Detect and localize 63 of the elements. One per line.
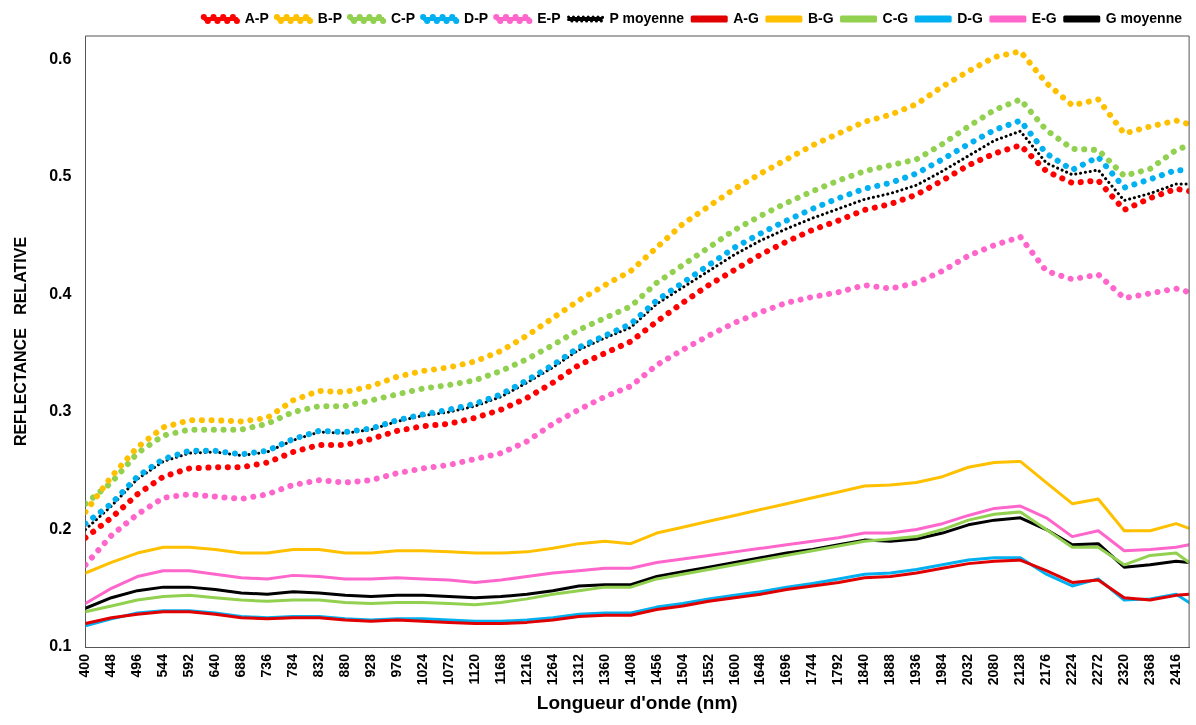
x-tick-label: 1648	[751, 653, 768, 686]
y-tick-label: 0.6	[49, 49, 72, 67]
y-tick-label: 0.5	[49, 167, 72, 185]
x-tick-label: 1312	[569, 653, 586, 686]
x-tick-label: 2368	[1141, 653, 1158, 686]
legend-label: A-P	[244, 9, 269, 26]
x-tick-label: 496	[128, 653, 145, 678]
x-tick-label: 928	[361, 653, 378, 678]
legend-label: E-G	[1031, 9, 1057, 26]
legend-label: B-G	[807, 9, 834, 26]
y-axis-title: REFLECTANCE RELATIVE	[12, 236, 30, 447]
x-tick-label: 400	[76, 653, 93, 678]
legend-label: C-G	[882, 9, 909, 26]
x-tick-label: 1408	[621, 653, 638, 686]
x-tick-label: 1744	[803, 653, 820, 686]
x-tick-label: 976	[387, 653, 404, 678]
x-tick-label: 2032	[959, 653, 976, 686]
x-tick-label: 1792	[829, 653, 846, 686]
legend-label: C-P	[390, 9, 416, 26]
x-tick-label: 1888	[881, 653, 898, 686]
x-axis-title: Longueur d'onde (nm)	[536, 691, 738, 713]
x-tick-label: 1072	[439, 653, 456, 686]
legend-label: E-P	[537, 9, 561, 26]
x-tick-label: 1696	[777, 653, 794, 686]
x-tick-label: 1840	[855, 653, 872, 686]
x-tick-label: 2128	[1011, 653, 1028, 686]
x-tick-label: 1120	[465, 653, 482, 685]
legend-label: D-P	[464, 9, 489, 26]
x-tick-label: 2176	[1037, 653, 1054, 686]
x-tick-label: 784	[284, 653, 301, 678]
x-tick-label: 1456	[647, 653, 664, 686]
x-tick-label: 1024	[413, 653, 430, 686]
x-tick-label: 640	[206, 653, 223, 678]
x-tick-label: 1360	[595, 653, 612, 686]
x-tick-label: 832	[310, 653, 327, 678]
x-tick-label: 1504	[673, 653, 690, 686]
x-tick-label: 736	[258, 653, 275, 678]
legend-label: B-P	[317, 9, 342, 26]
legend-label: P moyenne	[609, 9, 685, 26]
x-tick-label: 1552	[699, 653, 716, 686]
x-tick-label: 1936	[907, 653, 924, 686]
y-tick-label: 0.4	[49, 284, 72, 302]
legend-label: G moyenne	[1105, 9, 1183, 26]
legend-label: A-G	[733, 9, 759, 26]
y-tick-label: 0.1	[49, 637, 72, 655]
x-tick-label: 1168	[491, 653, 508, 685]
x-tick-label: 1216	[517, 653, 534, 686]
x-tick-label: 2416	[1166, 653, 1183, 686]
x-tick-label: 2272	[1089, 653, 1106, 686]
x-tick-label: 1600	[725, 653, 742, 686]
x-tick-label: 1264	[543, 653, 560, 686]
x-tick-label: 880	[335, 653, 352, 678]
x-tick-label: 2080	[985, 653, 1002, 686]
y-tick-label: 0.2	[49, 519, 72, 537]
x-tick-label: 448	[102, 653, 119, 678]
x-tick-label: 544	[154, 653, 171, 678]
x-tick-label: 592	[180, 653, 197, 678]
x-tick-label: 2320	[1115, 653, 1132, 686]
x-tick-label: 1984	[933, 653, 950, 686]
legend-label: D-G	[957, 9, 983, 26]
x-tick-label: 688	[232, 653, 249, 678]
y-tick-label: 0.3	[49, 402, 72, 420]
x-tick-label: 2224	[1063, 653, 1080, 686]
